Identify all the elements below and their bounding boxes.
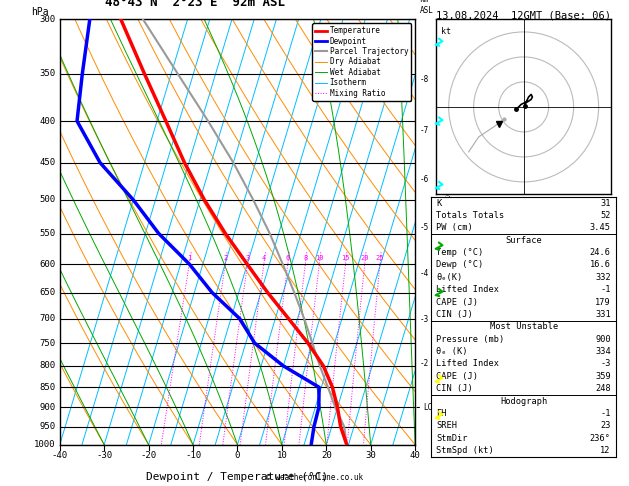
Text: θₑ (K): θₑ (K) [437, 347, 468, 356]
Text: -5: -5 [420, 223, 429, 232]
Text: 3.45: 3.45 [590, 223, 611, 232]
Text: 1: 1 [187, 255, 191, 261]
Text: 40: 40 [409, 451, 421, 460]
Text: Dewp (°C): Dewp (°C) [437, 260, 484, 269]
Text: -1: -1 [600, 285, 611, 294]
Text: Lifted Index: Lifted Index [437, 285, 499, 294]
Text: Surface: Surface [505, 236, 542, 244]
Text: 15: 15 [342, 255, 350, 261]
Text: 23: 23 [600, 421, 611, 431]
Text: -3: -3 [420, 315, 429, 324]
Text: 3: 3 [245, 255, 250, 261]
Text: -3: -3 [600, 360, 611, 368]
Text: -6: -6 [420, 175, 429, 184]
Text: 31: 31 [600, 198, 611, 208]
Text: 10: 10 [277, 451, 287, 460]
Text: -4: -4 [420, 269, 429, 278]
Text: EH: EH [437, 409, 447, 418]
Text: 331: 331 [595, 310, 611, 319]
Text: StmSpd (kt): StmSpd (kt) [437, 446, 494, 455]
Text: 25: 25 [376, 255, 384, 261]
Text: 4: 4 [262, 255, 266, 261]
Text: 1000: 1000 [33, 440, 55, 449]
Text: 0: 0 [235, 451, 240, 460]
Text: -1: -1 [600, 409, 611, 418]
Text: 900: 900 [39, 403, 55, 412]
Text: StmDir: StmDir [437, 434, 468, 443]
Text: SREH: SREH [437, 421, 457, 431]
Text: kt: kt [441, 27, 451, 36]
Text: CIN (J): CIN (J) [437, 310, 473, 319]
Text: 6: 6 [286, 255, 290, 261]
Text: -10: -10 [185, 451, 201, 460]
Text: 750: 750 [39, 339, 55, 347]
Text: km
ASL: km ASL [420, 0, 433, 15]
Text: © weatheronline.co.uk: © weatheronline.co.uk [266, 473, 363, 482]
Text: Mixing Ratio (g/kg): Mixing Ratio (g/kg) [443, 185, 453, 279]
Text: Dewpoint / Temperature (°C): Dewpoint / Temperature (°C) [147, 472, 328, 482]
Text: 30: 30 [365, 451, 376, 460]
Text: -7: -7 [420, 126, 429, 135]
Text: 650: 650 [39, 288, 55, 297]
Text: -20: -20 [140, 451, 157, 460]
Text: 550: 550 [39, 229, 55, 238]
Text: 10: 10 [315, 255, 323, 261]
Text: 400: 400 [39, 117, 55, 125]
Text: CAPE (J): CAPE (J) [437, 372, 479, 381]
Text: -40: -40 [52, 451, 68, 460]
Text: 900: 900 [595, 335, 611, 344]
Text: Lifted Index: Lifted Index [437, 360, 499, 368]
Text: 700: 700 [39, 314, 55, 323]
Text: 2: 2 [223, 255, 227, 261]
Text: Temp (°C): Temp (°C) [437, 248, 484, 257]
Text: -8: -8 [420, 75, 429, 85]
Text: -30: -30 [96, 451, 112, 460]
Text: Hodograph: Hodograph [500, 397, 547, 406]
Text: 332: 332 [595, 273, 611, 282]
Text: θₑ(K): θₑ(K) [437, 273, 463, 282]
Text: Totals Totals: Totals Totals [437, 211, 504, 220]
Text: 300: 300 [39, 15, 55, 24]
Legend: Temperature, Dewpoint, Parcel Trajectory, Dry Adiabat, Wet Adiabat, Isotherm, Mi: Temperature, Dewpoint, Parcel Trajectory… [312, 23, 411, 101]
Text: Most Unstable: Most Unstable [489, 322, 558, 331]
Text: 48°43'N  2°23'E  92m ASL: 48°43'N 2°23'E 92m ASL [105, 0, 285, 9]
Text: PW (cm): PW (cm) [437, 223, 473, 232]
Text: 12: 12 [600, 446, 611, 455]
Text: 236°: 236° [590, 434, 611, 443]
Text: 850: 850 [39, 383, 55, 392]
Text: LCL: LCL [423, 403, 437, 412]
Text: 20: 20 [321, 451, 331, 460]
Text: 600: 600 [39, 260, 55, 269]
Text: 52: 52 [600, 211, 611, 220]
Text: Pressure (mb): Pressure (mb) [437, 335, 504, 344]
Text: 24.6: 24.6 [590, 248, 611, 257]
Text: 13.08.2024  12GMT (Base: 06): 13.08.2024 12GMT (Base: 06) [437, 11, 611, 21]
Text: 800: 800 [39, 362, 55, 370]
Text: 450: 450 [39, 158, 55, 167]
Text: hPa: hPa [31, 7, 49, 17]
Text: CAPE (J): CAPE (J) [437, 297, 479, 307]
Text: 20: 20 [360, 255, 369, 261]
Text: 248: 248 [595, 384, 611, 393]
Text: K: K [437, 198, 442, 208]
Text: 359: 359 [595, 372, 611, 381]
Text: 334: 334 [595, 347, 611, 356]
Text: -2: -2 [420, 359, 429, 368]
Text: 8: 8 [303, 255, 308, 261]
Text: 179: 179 [595, 297, 611, 307]
Text: 350: 350 [39, 69, 55, 78]
Text: 16.6: 16.6 [590, 260, 611, 269]
Text: CIN (J): CIN (J) [437, 384, 473, 393]
Text: 950: 950 [39, 422, 55, 431]
Text: 500: 500 [39, 195, 55, 205]
